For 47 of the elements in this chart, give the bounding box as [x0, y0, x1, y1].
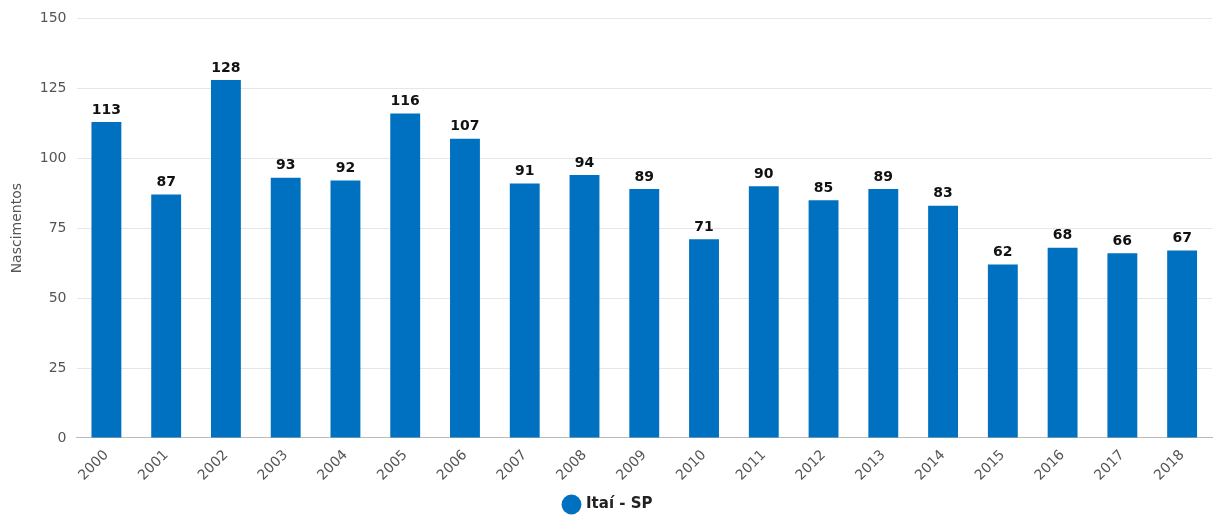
y-tick-label: 100 [39, 148, 67, 165]
data-label: 67 [1172, 229, 1192, 246]
bar [1167, 250, 1198, 438]
data-label: 62 [993, 243, 1013, 260]
bar [748, 186, 779, 438]
data-label: 93 [275, 156, 296, 173]
data-label: 92 [335, 159, 356, 176]
data-label: 94 [574, 153, 595, 170]
bar [270, 177, 301, 438]
bar [629, 189, 660, 438]
bar [808, 200, 839, 438]
data-label: 68 [1052, 226, 1073, 243]
y-tick-label: 50 [48, 288, 67, 305]
y-tick-label: 150 [39, 9, 67, 26]
y-tick-label: 125 [39, 78, 67, 95]
bar [928, 205, 959, 438]
bar [390, 113, 421, 438]
bar [1107, 253, 1138, 438]
data-label: 107 [450, 117, 480, 134]
bar [450, 138, 480, 438]
data-label: 90 [754, 164, 774, 181]
data-label: 89 [634, 167, 654, 184]
data-label: 91 [514, 162, 535, 179]
bar [689, 239, 719, 438]
y-tick-label: 0 [57, 428, 67, 445]
data-label: 87 [156, 173, 176, 190]
data-label: 116 [390, 92, 420, 109]
data-label: 83 [933, 184, 953, 201]
legend-label: Itaí - SP [586, 494, 653, 513]
data-label: 66 [1112, 231, 1133, 248]
bar [868, 189, 899, 438]
bar [91, 121, 122, 438]
data-label: 71 [694, 217, 714, 234]
data-label: 128 [211, 58, 241, 75]
data-label: 89 [873, 167, 894, 184]
bar [151, 194, 182, 438]
bar [987, 264, 1018, 438]
bar [569, 175, 600, 438]
bar [210, 79, 241, 438]
bar [509, 183, 540, 438]
bar [1047, 247, 1078, 438]
y-tick-label: 25 [48, 358, 67, 375]
data-label: 85 [813, 178, 834, 195]
y-axis-title: Nascimentos [8, 182, 25, 274]
y-tick-label: 75 [48, 218, 67, 235]
bar [330, 180, 361, 438]
data-label: 113 [91, 100, 122, 117]
